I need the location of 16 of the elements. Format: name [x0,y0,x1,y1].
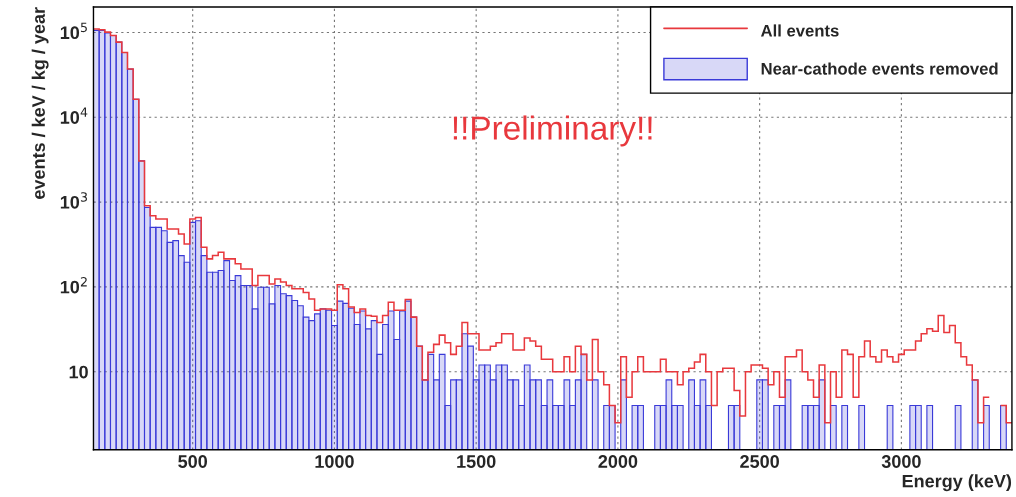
y-tick-label: 10$^{3}$ [60,192,88,209]
y-tick-label: 10$^{5}$ [60,22,87,40]
y-tick-label: 10$^{2}$ [60,277,87,294]
legend-label: Near-cathode events removed [761,62,998,75]
x-tick-label: 3000 [881,455,921,468]
x-tick-label: 2500 [740,455,779,468]
x-tick-label: 1000 [315,455,354,468]
y-tick-label: 10$^{4}$ [60,107,88,124]
y-axis-title: events / keV / kg / year [31,7,49,199]
x-tick-label: 2000 [598,455,638,468]
x-tick-label: 1500 [457,455,496,468]
x-tick-label: 500 [178,455,208,468]
annotation: !!Preliminary!! [453,115,652,147]
y-tick-label: 10 [69,365,88,379]
legend-label: All events [760,24,839,37]
x-axis-title: Energy (keV) [902,474,1012,492]
